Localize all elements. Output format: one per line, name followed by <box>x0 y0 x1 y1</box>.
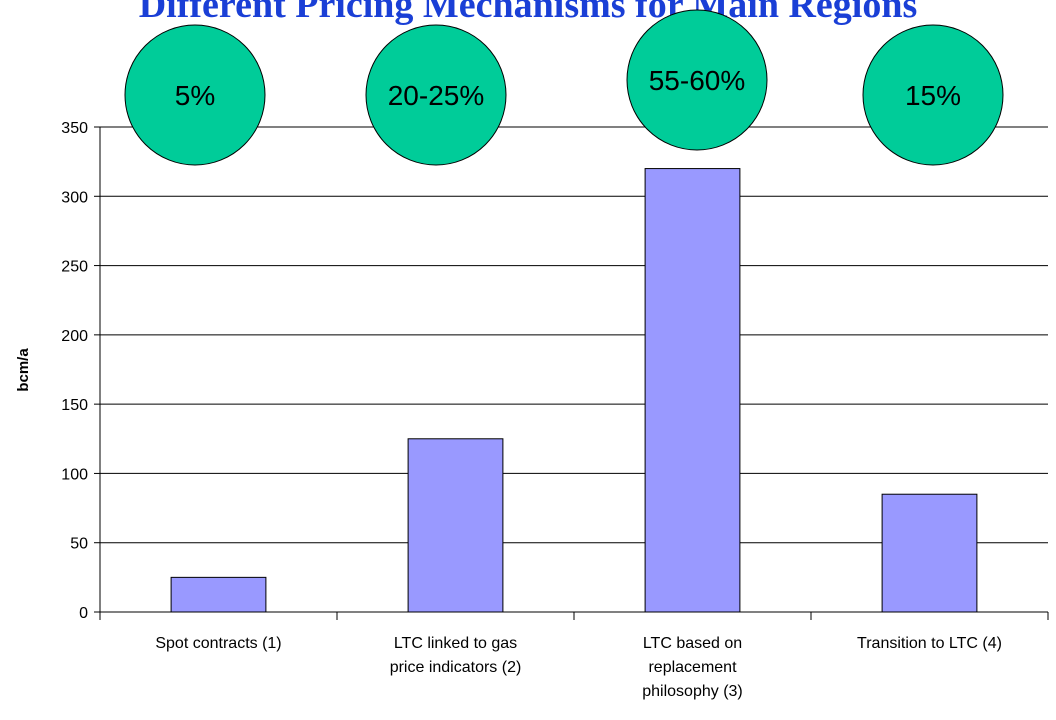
chart-title: Different Pricing Mechanisms for Main Re… <box>139 0 918 26</box>
y-tick-label: 300 <box>61 189 88 206</box>
x-tick-label: LTC based on replacement philosophy (3) <box>642 635 743 700</box>
annotation-circle <box>124 24 266 166</box>
bar <box>170 576 267 613</box>
y-tick-label: 200 <box>61 328 88 345</box>
y-axis-label: bcm/a <box>15 348 32 392</box>
y-tick-label: 100 <box>61 466 88 483</box>
bar <box>644 168 741 613</box>
y-tick-label: 150 <box>61 397 88 414</box>
y-tick-label: 50 <box>70 536 88 553</box>
y-tick-label: 0 <box>79 605 88 622</box>
bar <box>881 493 978 613</box>
annotation-circle <box>365 24 507 166</box>
y-tick-label: 250 <box>61 259 88 276</box>
annotation-circle <box>862 24 1004 166</box>
y-tick-label: 350 <box>61 120 88 137</box>
annotation-label: 5% <box>175 80 215 111</box>
annotation-circle <box>626 9 768 151</box>
annotation-label: 55-60% <box>649 65 746 96</box>
x-tick-label: Transition to LTC (4) <box>857 635 1002 652</box>
annotation-label: 15% <box>905 80 961 111</box>
annotation-label: 20-25% <box>388 80 485 111</box>
bar <box>407 438 504 613</box>
x-tick-label: LTC linked to gas price indicators (2) <box>389 635 522 676</box>
x-tick-label: Spot contracts (1) <box>155 635 282 652</box>
